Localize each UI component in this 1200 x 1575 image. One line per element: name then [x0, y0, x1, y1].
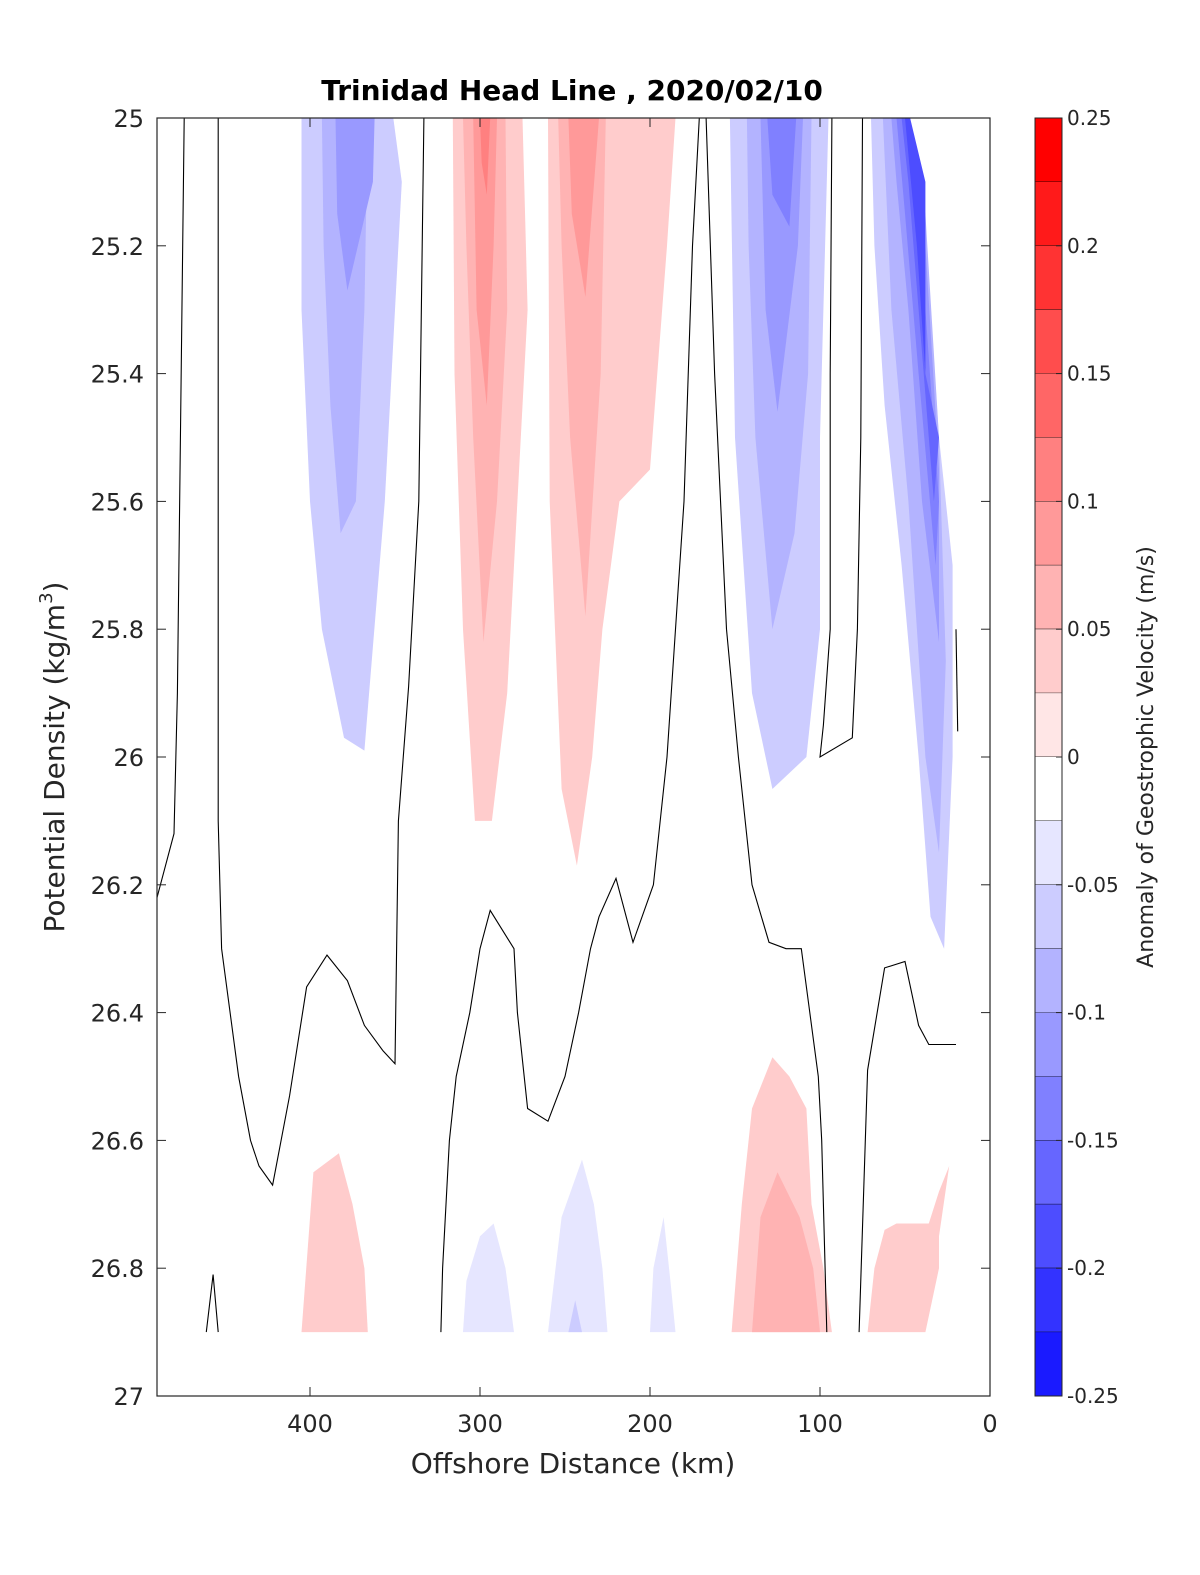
- contour-zero-line-f: [205, 1274, 219, 1333]
- y-tick-label: 25.4: [91, 361, 144, 389]
- contour-fills: [301, 118, 953, 1333]
- y-axis: 25 25.2 25.4 25.6 25.8 26 26.2 26.4 26.6 26.8 27: [91, 105, 990, 1411]
- colorbar-swatch: [1035, 1332, 1062, 1397]
- contour-region-pos-blob-120-b: [752, 1172, 820, 1333]
- colorbar-tick-label: 0.1: [1067, 489, 1099, 513]
- contour-region-neg-blob-195: [650, 1217, 676, 1333]
- x-tick-label: 200: [627, 1410, 673, 1438]
- colorbar-tick-label: 0.2: [1067, 234, 1099, 258]
- colorbar-swatch: [1035, 437, 1062, 502]
- y-tick-label: 26.6: [91, 1127, 144, 1155]
- contour-region-neg-band-coast-e: [901, 118, 939, 502]
- colorbar-swatch: [1035, 948, 1062, 1014]
- contour-region-neg-band-coast-f: [905, 118, 926, 374]
- colorbar-tick-label: -0.25: [1067, 1384, 1119, 1408]
- contour-region-pos-band-240-b: [558, 118, 606, 617]
- colorbar-tick-label: 0.25: [1067, 106, 1112, 130]
- contour-region-neg-band-120-d: [767, 118, 797, 227]
- colorbar-swatches: [1035, 118, 1062, 1397]
- colorbar-swatch: [1035, 1012, 1062, 1077]
- colorbar-tick-label: 0.15: [1067, 362, 1112, 386]
- colorbar-swatch: [1035, 820, 1062, 886]
- y-axis-title-main: Potential Density (kg/m: [38, 604, 71, 933]
- colorbar-swatch: [1035, 1268, 1062, 1333]
- colorbar-tick-label: -0.15: [1067, 1128, 1119, 1152]
- y-tick-label: 26.2: [91, 872, 144, 900]
- colorbar-swatch: [1035, 693, 1062, 758]
- colorbar-tick-label: -0.05: [1067, 873, 1119, 897]
- zero-contours: [157, 118, 959, 1333]
- contour-region-pos-band-290-c: [473, 118, 497, 406]
- colorbar-swatch: [1035, 373, 1062, 438]
- colorbar-tick-label: -0.2: [1067, 1256, 1106, 1280]
- contour-region-pos-band-290-d: [480, 118, 491, 195]
- y-axis-title: Potential Density (kg/m3): [36, 582, 71, 933]
- colorbar-tick-label: 0: [1067, 745, 1080, 769]
- y-tick-label: 27: [113, 1383, 144, 1411]
- colorbar-swatch: [1035, 245, 1062, 311]
- contour-zero-line-b: [217, 118, 425, 1187]
- contour-region-neg-blob-240-b: [568, 1300, 582, 1333]
- x-tick-label: 400: [287, 1410, 333, 1438]
- colorbar-swatch: [1035, 181, 1062, 247]
- colorbar-tick-label: -0.1: [1067, 1001, 1106, 1025]
- colorbar-swatch: [1035, 565, 1062, 630]
- colorbar-ticks: 0.25 0.2 0.15 0.1 0.05 0 -0.05 -0.1 -0.15 -0.2 -0.…: [1056, 106, 1119, 1408]
- contour-region-pos-band-240-c: [568, 118, 599, 297]
- y-tick-label: 26.8: [91, 1255, 144, 1283]
- y-tick-label: 25: [113, 105, 144, 133]
- colorbar-swatch: [1035, 1140, 1062, 1205]
- colorbar-tick-label: 0.05: [1067, 617, 1112, 641]
- x-axis: 400 300 200 100 0: [287, 118, 998, 1438]
- plot-area: 400 300 200 100 0 25 25.2 25.4 25.6 25.8 26 26.2 26…: [91, 105, 998, 1438]
- colorbar-swatch: [1035, 118, 1062, 183]
- y-axis-title-superscript: 3: [36, 592, 57, 603]
- x-tick-label: 0: [982, 1410, 997, 1438]
- contour-region-neg-band-coast-c: [891, 118, 939, 642]
- contour-region-neg-band-390-c: [335, 118, 375, 291]
- colorbar-swatch: [1035, 501, 1062, 566]
- x-tick-label: 300: [457, 1410, 503, 1438]
- contour-zero-line-a: [157, 118, 185, 898]
- colorbar-swatch: [1035, 757, 1062, 822]
- contour-zero-line-d: [819, 118, 864, 759]
- contour-region-pos-blob-380: [301, 1153, 368, 1333]
- contour-region-neg-blob-240: [548, 1159, 608, 1333]
- chart-title: Trinidad Head Line , 2020/02/10: [321, 74, 823, 107]
- y-tick-label: 26: [113, 744, 144, 772]
- y-axis-title-end: ): [38, 582, 71, 593]
- contour-zero-line-g: [955, 629, 959, 732]
- x-tick-label: 100: [797, 1410, 843, 1438]
- y-tick-label: 25.2: [91, 233, 144, 261]
- contour-region-neg-band-coast-b: [882, 118, 946, 853]
- colorbar-swatch: [1035, 309, 1062, 375]
- contour-region-neg-band-120-c: [760, 118, 803, 412]
- colorbar-swatch: [1035, 1204, 1062, 1269]
- y-tick-label: 26.4: [91, 1000, 144, 1028]
- y-tick-label: 25.8: [91, 616, 144, 644]
- contour-zero-line-c: [705, 118, 828, 1333]
- x-axis-title: Offshore Distance (km): [411, 1447, 736, 1480]
- contour-region-pos-blob-coast: [867, 1166, 950, 1333]
- contour-zero-line-c2: [440, 118, 700, 1333]
- colorbar-title: Anomaly of Geostrophic Velocity (m/s): [1134, 546, 1159, 968]
- colorbar-swatch: [1035, 1076, 1062, 1141]
- colorbar: 0.25 0.2 0.15 0.1 0.05 0 -0.05 -0.1 -0.15 -0.2 -0.…: [1034, 106, 1119, 1408]
- contour-region-neg-band-coast-d: [896, 118, 939, 566]
- colorbar-swatch: [1035, 884, 1062, 950]
- colorbar-swatch: [1035, 629, 1062, 694]
- y-tick-label: 25.6: [91, 488, 144, 516]
- contour-zero-line-e: [858, 960, 956, 1333]
- contour-region-neg-blob-290: [463, 1223, 514, 1333]
